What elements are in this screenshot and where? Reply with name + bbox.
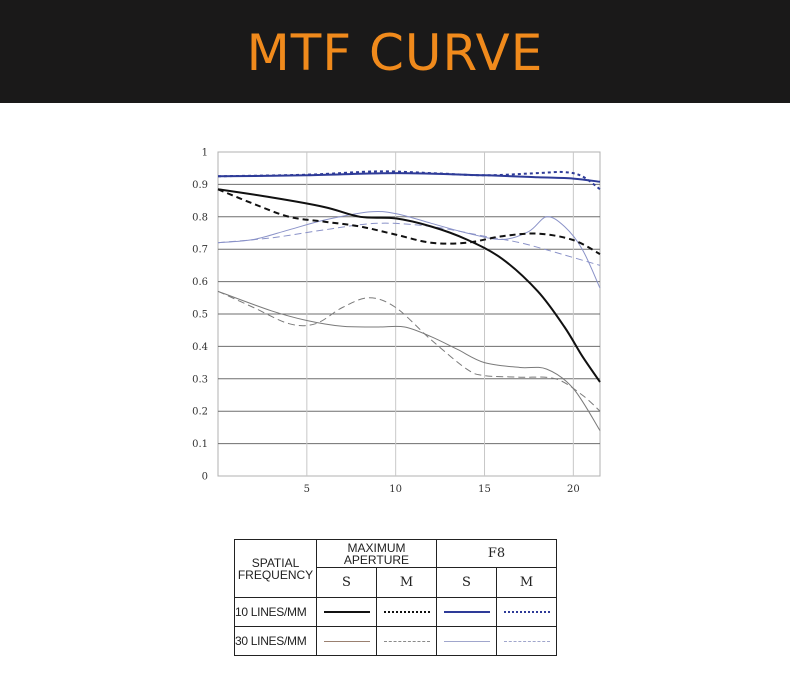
legend-max-s: S [316, 567, 377, 598]
series-line-7 [217, 222, 601, 266]
y-tick-label: 0.4 [192, 342, 208, 353]
legend-swatch-30-max-s [323, 640, 370, 642]
mtf-chart: 00.10.20.30.40.50.60.70.80.915 10 15 20 [192, 148, 601, 495]
y-tick-label: 0.2 [192, 407, 208, 418]
series-line-0 [217, 188, 601, 383]
y-tick-label: 0.9 [192, 180, 208, 191]
legend-f8-s: S [436, 567, 497, 598]
series-line-5 [217, 290, 601, 412]
legend-table: SPATIAL FREQUENCY MAXIMUM APERTURE F8 S M … [234, 539, 557, 656]
legend-max-m: M [376, 567, 437, 598]
y-tick-label: 0.6 [192, 277, 208, 288]
series-line-2 [217, 172, 601, 183]
y-tick-label: 0 [202, 472, 208, 483]
legend-row-label-10: 10 LINES/MM [234, 597, 317, 627]
y-tick-label: 0.7 [192, 245, 208, 256]
page-title: MTF CURVE [246, 23, 544, 82]
legend-swatch-30-f8-s [443, 640, 490, 642]
header-banner: MTF CURVE [0, 0, 790, 103]
x-tick-label: 15 [478, 484, 491, 495]
legend-swatch-10-max-s [323, 611, 370, 613]
series-line-1 [217, 188, 601, 255]
y-tick-label: 0.5 [192, 310, 208, 321]
legend-swatch-10-f8-s [443, 611, 490, 613]
y-tick-label: 0.3 [192, 374, 208, 385]
series-line-6 [217, 210, 601, 289]
legend-f8-m: M [496, 567, 557, 598]
y-tick-label: 0.1 [192, 439, 208, 450]
legend-swatch-10-max-m [383, 611, 430, 613]
legend-f8-header: F8 [436, 539, 557, 568]
x-tick-label: 10 [389, 484, 402, 495]
series-line-4 [217, 290, 601, 431]
legend-max-aperture-header: MAXIMUM APERTURE [316, 539, 437, 568]
legend-corner-label: SPATIAL FREQUENCY [234, 539, 317, 598]
y-tick-label: 1 [202, 148, 208, 159]
legend-swatch-30-max-m [383, 640, 430, 642]
legend-swatch-10-f8-m [503, 611, 550, 613]
x-tick-label: 5 [304, 484, 310, 495]
y-tick-label: 0.8 [192, 212, 208, 223]
legend-row-label-30: 30 LINES/MM [234, 626, 317, 656]
legend-swatch-30-f8-m [503, 640, 550, 642]
x-tick-label: 20 [567, 484, 580, 495]
